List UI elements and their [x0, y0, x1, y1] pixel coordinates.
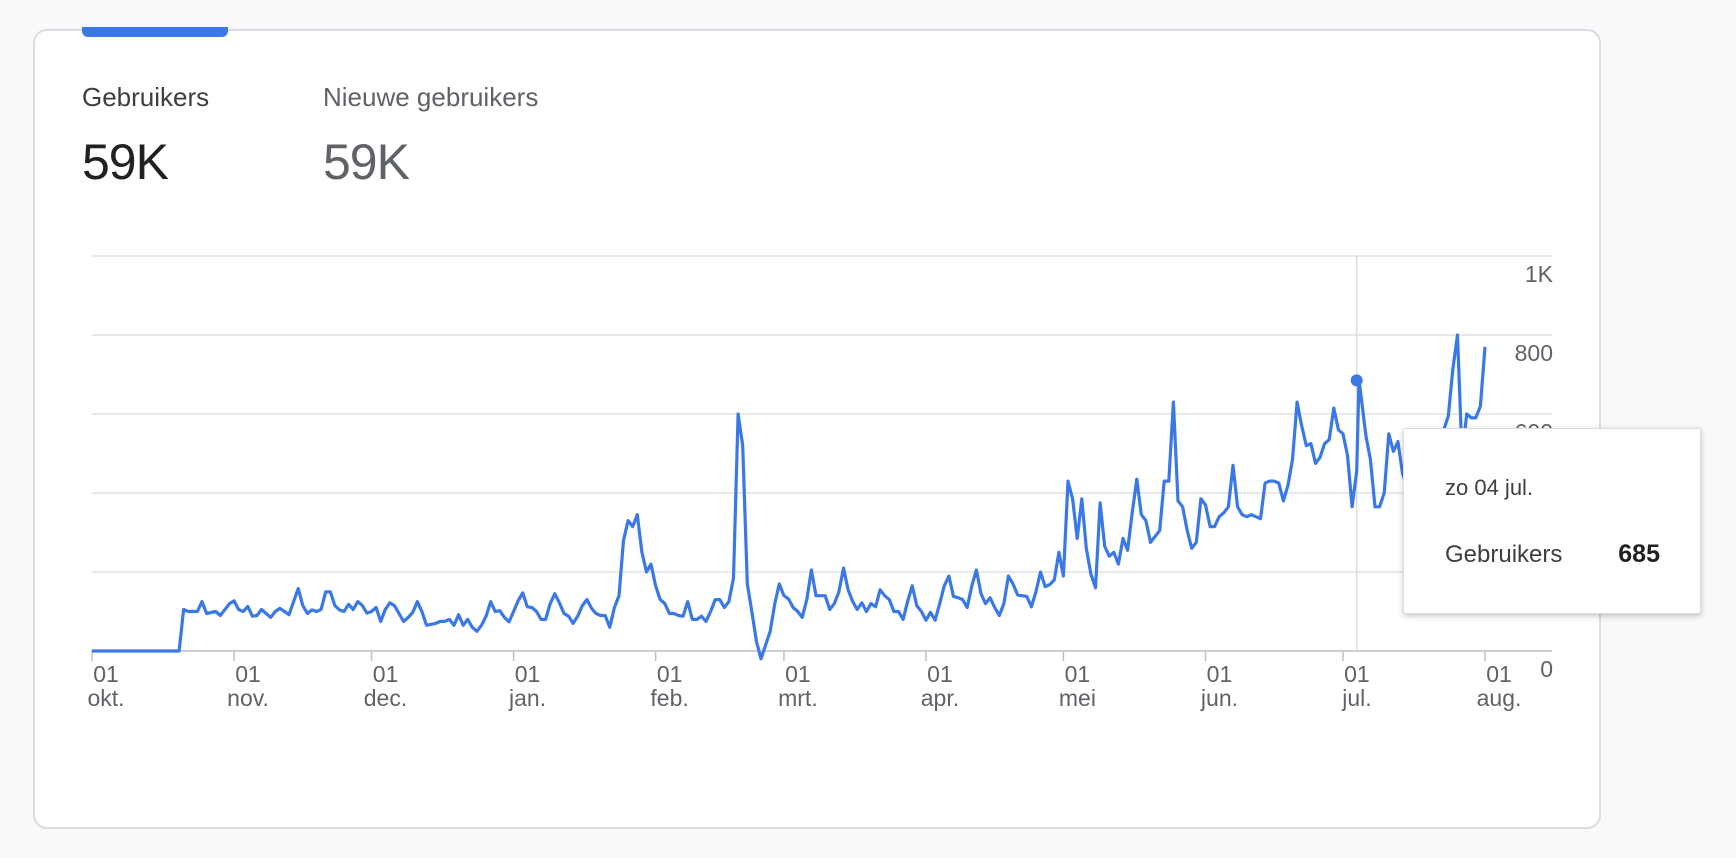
x-tick-label-day: 01 [927, 661, 953, 687]
x-tick-label-day: 01 [235, 661, 261, 687]
x-axis-ticks: 01okt.01nov.01dec.01jan.01feb.01mrt.01ap… [87, 651, 1521, 711]
x-tick-label-day: 01 [1207, 661, 1233, 687]
grid-lines [92, 255, 1552, 652]
metric-tab-users[interactable]: Gebruikers 59K [82, 82, 209, 191]
x-tick-label-day: 01 [1344, 661, 1370, 687]
x-tick-label-month: feb. [650, 685, 688, 711]
x-tick-label-day: 01 [785, 661, 811, 687]
x-tick-label-month: okt. [87, 685, 124, 711]
x-tick-label-month: dec. [364, 685, 407, 711]
x-tick-label-month: mei [1059, 685, 1096, 711]
tooltip-value: 685 [1618, 540, 1660, 568]
x-tick-label-day: 01 [657, 661, 683, 687]
x-tick-label-day: 01 [373, 661, 399, 687]
chart-tooltip: zo 04 jul. Gebruikers 685 [1403, 428, 1701, 614]
series-line-gebruikers [92, 333, 1487, 661]
highlight-point [1350, 374, 1363, 387]
metric-new-users-label: Nieuwe gebruikers [323, 82, 539, 112]
tooltip-series-label: Gebruikers [1445, 541, 1563, 568]
x-tick-label-day: 01 [1486, 661, 1512, 687]
tooltip-date: zo 04 jul. [1445, 475, 1534, 500]
x-tick-label-month: jun. [1200, 685, 1238, 711]
x-tick-label-month: jan. [508, 685, 546, 711]
metric-users-value: 59K [82, 134, 169, 190]
metric-tab-new-users[interactable]: Nieuwe gebruikers 59K [323, 82, 538, 191]
metric-users-label: Gebruikers [82, 82, 210, 112]
x-tick-label-month: nov. [227, 685, 269, 711]
y-tick-label: 1K [1525, 261, 1554, 287]
x-tick-label-month: aug. [1477, 685, 1522, 711]
x-tick-label-month: mrt. [778, 685, 818, 711]
x-tick-label-day: 01 [1065, 661, 1091, 687]
x-tick-label-month: jul. [1341, 685, 1371, 711]
x-tick-label-day: 01 [93, 661, 119, 687]
y-tick-label: 0 [1540, 656, 1553, 682]
x-tick-label-day: 01 [515, 661, 541, 687]
metric-new-users-value: 59K [323, 134, 410, 190]
active-tab-indicator [82, 27, 228, 37]
series-layer [92, 256, 1487, 661]
y-tick-label: 800 [1515, 340, 1553, 366]
x-tick-label-month: apr. [921, 685, 959, 711]
